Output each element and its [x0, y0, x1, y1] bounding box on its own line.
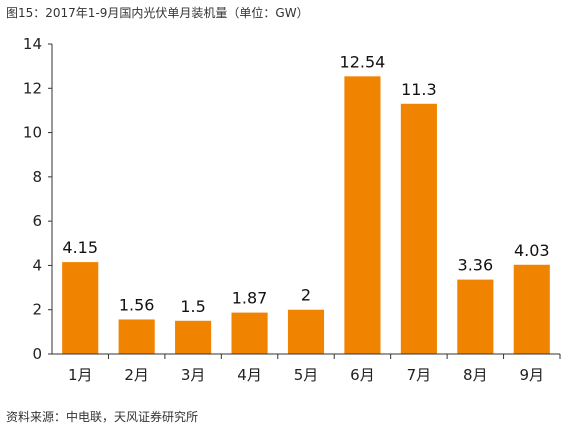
data-label: 12.54	[340, 52, 386, 71]
x-tick-label: 4月	[237, 366, 262, 384]
x-tick-label: 7月	[407, 366, 432, 384]
bar	[118, 319, 155, 354]
source-note: 资料来源：中电联，天风证券研究所	[6, 410, 199, 424]
data-label: 1.56	[119, 295, 155, 314]
bars	[62, 76, 550, 355]
y-tick-label: 4	[32, 256, 42, 274]
y-tick-label: 0	[32, 345, 42, 363]
x-tick-label: 8月	[463, 366, 488, 384]
data-label: 4.03	[514, 241, 550, 260]
y-tick-label: 2	[32, 301, 42, 319]
bar	[175, 320, 212, 354]
x-tick-label: 3月	[181, 366, 206, 384]
y-tick-label: 8	[32, 168, 42, 186]
x-tick-label: 2月	[124, 366, 149, 384]
data-label: 1.87	[232, 289, 268, 308]
data-label: 4.15	[62, 238, 98, 257]
bar	[457, 279, 494, 354]
y-tick-label: 14	[23, 35, 42, 53]
x-tick-label: 5月	[294, 366, 319, 384]
y-axis-ticks: 0 2 4 6 8 10 12 14	[23, 35, 52, 363]
data-labels: 4.15 1.56 1.5 1.87 2 12.54 11.3 3.36 4.03	[62, 52, 549, 315]
y-tick-label: 10	[23, 124, 42, 142]
y-tick-label: 12	[23, 79, 42, 97]
data-label: 1.5	[180, 297, 205, 316]
bar	[400, 103, 437, 355]
bar	[344, 76, 381, 354]
data-label: 3.36	[458, 256, 494, 275]
bar	[62, 262, 99, 354]
x-tick-label: 9月	[520, 366, 545, 384]
data-label: 2	[301, 286, 311, 305]
x-tick-label: 1月	[68, 366, 93, 384]
bar	[513, 264, 550, 354]
x-axis-ticks: 1月 2月 3月 4月 5月 6月 7月 8月 9月	[68, 354, 561, 384]
data-label: 11.3	[401, 80, 437, 99]
figure-caption: 图15：2017年1-9月国内光伏单月装机量（单位：GW）	[6, 6, 309, 20]
x-tick-label: 6月	[350, 366, 375, 384]
y-tick-label: 6	[32, 212, 42, 230]
bar	[287, 309, 325, 354]
bar	[231, 312, 268, 354]
